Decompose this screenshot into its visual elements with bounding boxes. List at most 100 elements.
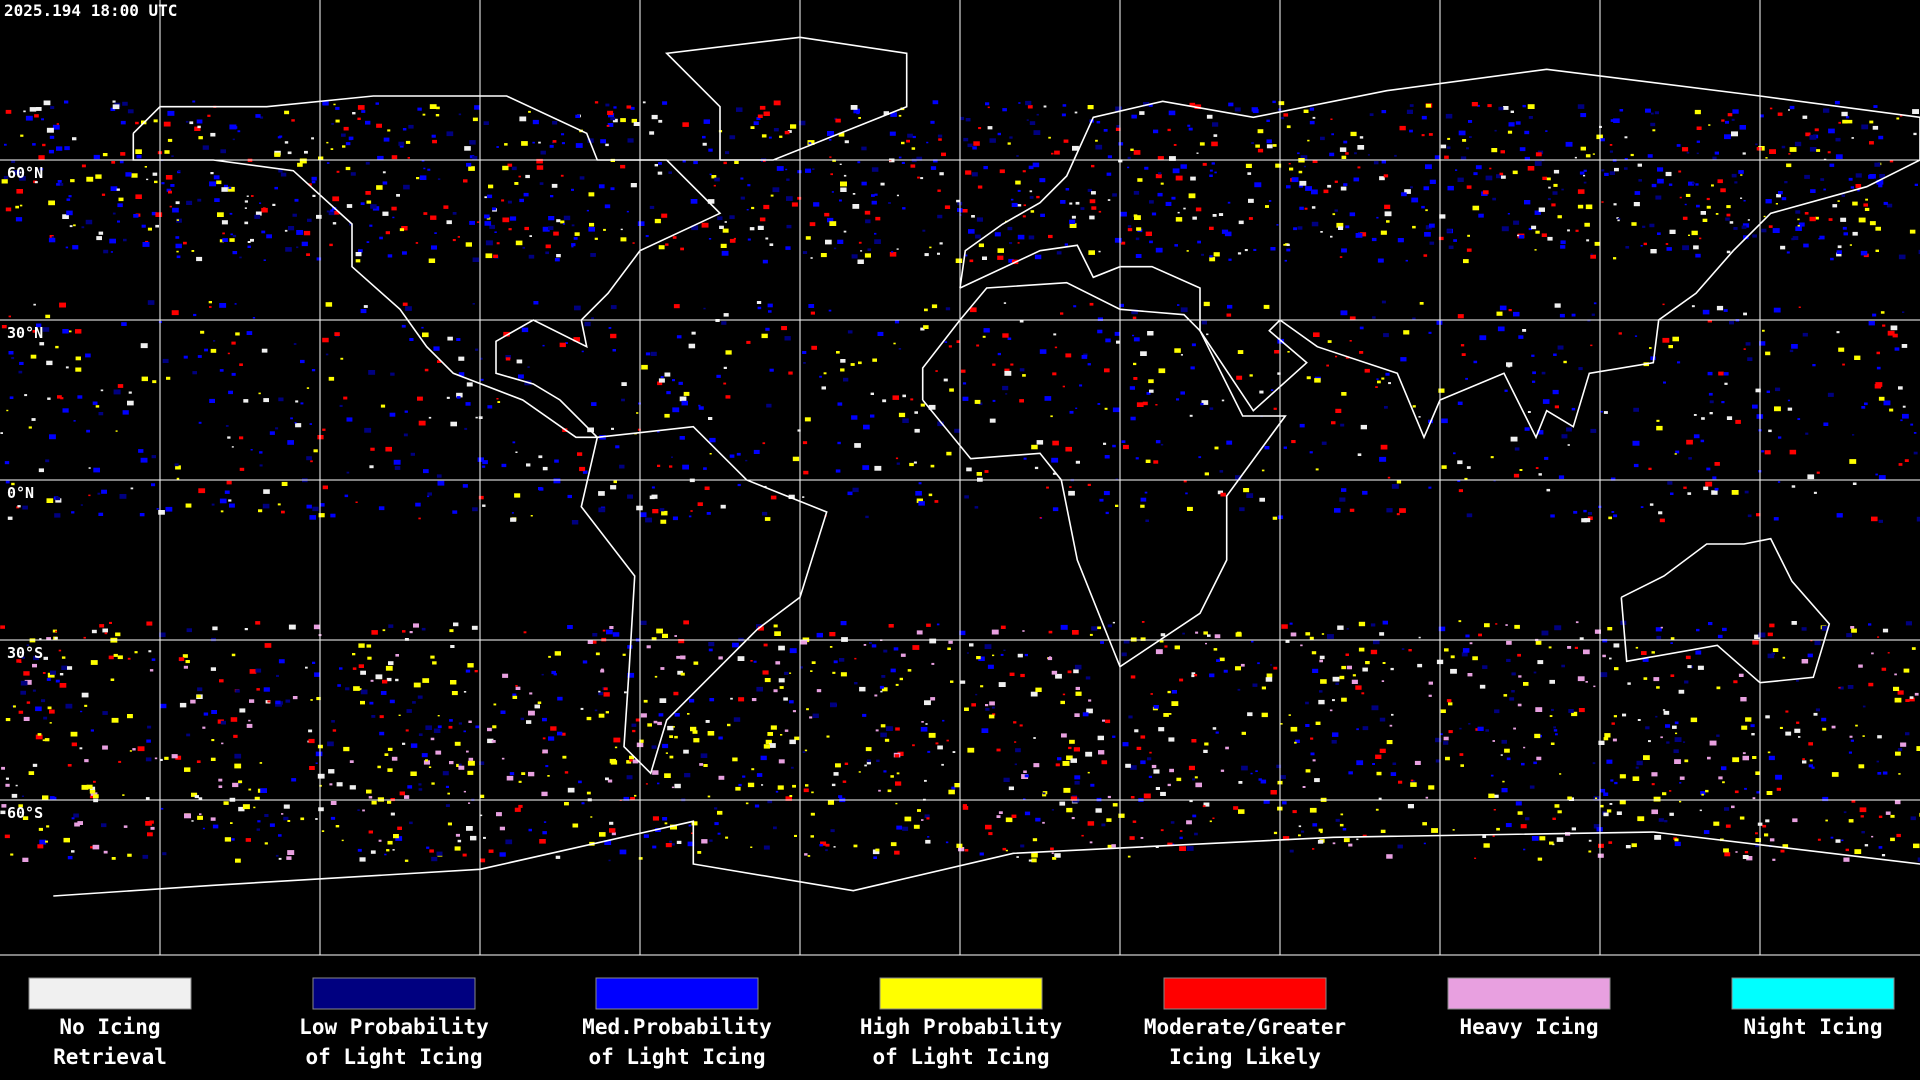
- icing-pixel: [79, 747, 83, 750]
- icing-pixel: [1319, 690, 1323, 693]
- icing-pixel: [632, 759, 639, 764]
- icing-pixel: [1300, 644, 1303, 647]
- icing-pixel: [612, 118, 618, 123]
- icing-pixel: [1745, 717, 1752, 722]
- icing-pixel: [436, 474, 442, 478]
- icing-pixel: [947, 647, 951, 650]
- icing-pixel: [991, 629, 999, 635]
- icing-pixel: [1544, 456, 1549, 460]
- icing-pixel: [1332, 842, 1336, 845]
- icing-pixel: [1297, 152, 1300, 155]
- icing-pixel: [1713, 821, 1720, 826]
- icing-pixel: [772, 187, 780, 193]
- icing-pixel: [421, 326, 424, 329]
- icing-pixel: [192, 371, 197, 375]
- icing-pixel: [1583, 509, 1587, 513]
- icing-pixel: [1679, 800, 1682, 803]
- icing-pixel: [1129, 836, 1135, 840]
- icing-pixel: [1136, 746, 1142, 750]
- icing-pixel: [357, 117, 361, 120]
- icing-pixel: [35, 706, 42, 712]
- icing-pixel: [1789, 449, 1797, 455]
- icing-pixel: [1657, 167, 1664, 172]
- icing-pixel: [941, 152, 946, 157]
- icing-pixel: [549, 144, 554, 148]
- icing-pixel: [1132, 334, 1135, 337]
- icing-pixel: [55, 630, 58, 633]
- icing-pixel: [945, 307, 951, 311]
- icing-pixel: [1561, 664, 1565, 668]
- icing-pixel: [1224, 231, 1232, 237]
- icing-pixel: [765, 739, 772, 745]
- icing-pixel: [779, 686, 784, 689]
- icing-pixel: [946, 739, 949, 742]
- icing-pixel: [1287, 351, 1290, 353]
- icing-pixel: [713, 184, 716, 187]
- icing-pixel: [179, 702, 187, 708]
- icing-pixel: [1634, 335, 1638, 337]
- legend-label: of Light Icing: [588, 1045, 765, 1069]
- icing-pixel: [935, 742, 939, 745]
- icing-pixel: [468, 802, 471, 804]
- icing-pixel: [151, 455, 156, 459]
- icing-pixel: [67, 764, 72, 767]
- icing-pixel: [978, 402, 983, 406]
- icing-pixel: [80, 710, 83, 713]
- icing-pixel: [883, 649, 888, 653]
- icing-pixel: [976, 217, 983, 222]
- icing-pixel: [762, 160, 766, 162]
- icing-pixel: [1098, 750, 1105, 755]
- icing-pixel: [620, 237, 627, 242]
- icing-pixel: [522, 246, 525, 249]
- icing-pixel: [1334, 180, 1338, 183]
- icing-pixel: [1022, 170, 1026, 173]
- icing-pixel: [1731, 118, 1735, 121]
- icing-pixel: [487, 727, 492, 732]
- icing-pixel: [1174, 348, 1181, 353]
- icing-pixel: [355, 501, 358, 503]
- icing-pixel: [425, 725, 432, 730]
- icing-pixel: [1010, 363, 1014, 366]
- icing-pixel: [865, 515, 869, 519]
- icing-pixel: [210, 172, 214, 175]
- icing-pixel: [750, 126, 755, 129]
- icing-pixel: [571, 520, 579, 525]
- icing-pixel: [654, 218, 661, 224]
- icing-pixel: [730, 697, 733, 700]
- icing-pixel: [1286, 185, 1291, 189]
- icing-pixel: [641, 364, 648, 370]
- icing-pixel: [1860, 815, 1864, 818]
- icing-pixel: [1201, 400, 1209, 405]
- icing-pixel: [109, 621, 112, 624]
- icing-pixel: [232, 138, 235, 141]
- icing-pixel: [1309, 120, 1315, 125]
- icing-pixel: [1862, 735, 1865, 737]
- icing-pixel: [1869, 120, 1874, 124]
- icing-pixel: [843, 377, 849, 382]
- icing-pixel: [249, 699, 255, 703]
- icing-pixel: [1169, 768, 1174, 773]
- icing-pixel: [1214, 446, 1219, 450]
- icing-pixel: [537, 701, 542, 704]
- icing-pixel: [198, 421, 202, 424]
- icing-pixel: [1300, 155, 1308, 160]
- icing-pixel: [1482, 665, 1488, 669]
- icing-pixel: [3, 175, 9, 179]
- icing-pixel: [469, 220, 475, 225]
- icing-pixel: [683, 749, 689, 754]
- icing-pixel: [0, 810, 6, 815]
- icing-pixel: [418, 783, 422, 786]
- icing-pixel: [1802, 332, 1808, 337]
- icing-pixel: [791, 766, 794, 769]
- icing-pixel: [638, 857, 643, 860]
- icing-pixel: [428, 416, 432, 419]
- icing-pixel: [1513, 727, 1516, 730]
- icing-pixel: [132, 748, 136, 751]
- icing-pixel: [309, 515, 316, 520]
- icing-pixel: [398, 141, 405, 146]
- icing-pixel: [1278, 101, 1285, 106]
- icing-pixel: [1029, 196, 1034, 199]
- icing-pixel: [512, 441, 516, 444]
- icing-pixel: [1314, 378, 1321, 383]
- icing-pixel: [318, 513, 325, 518]
